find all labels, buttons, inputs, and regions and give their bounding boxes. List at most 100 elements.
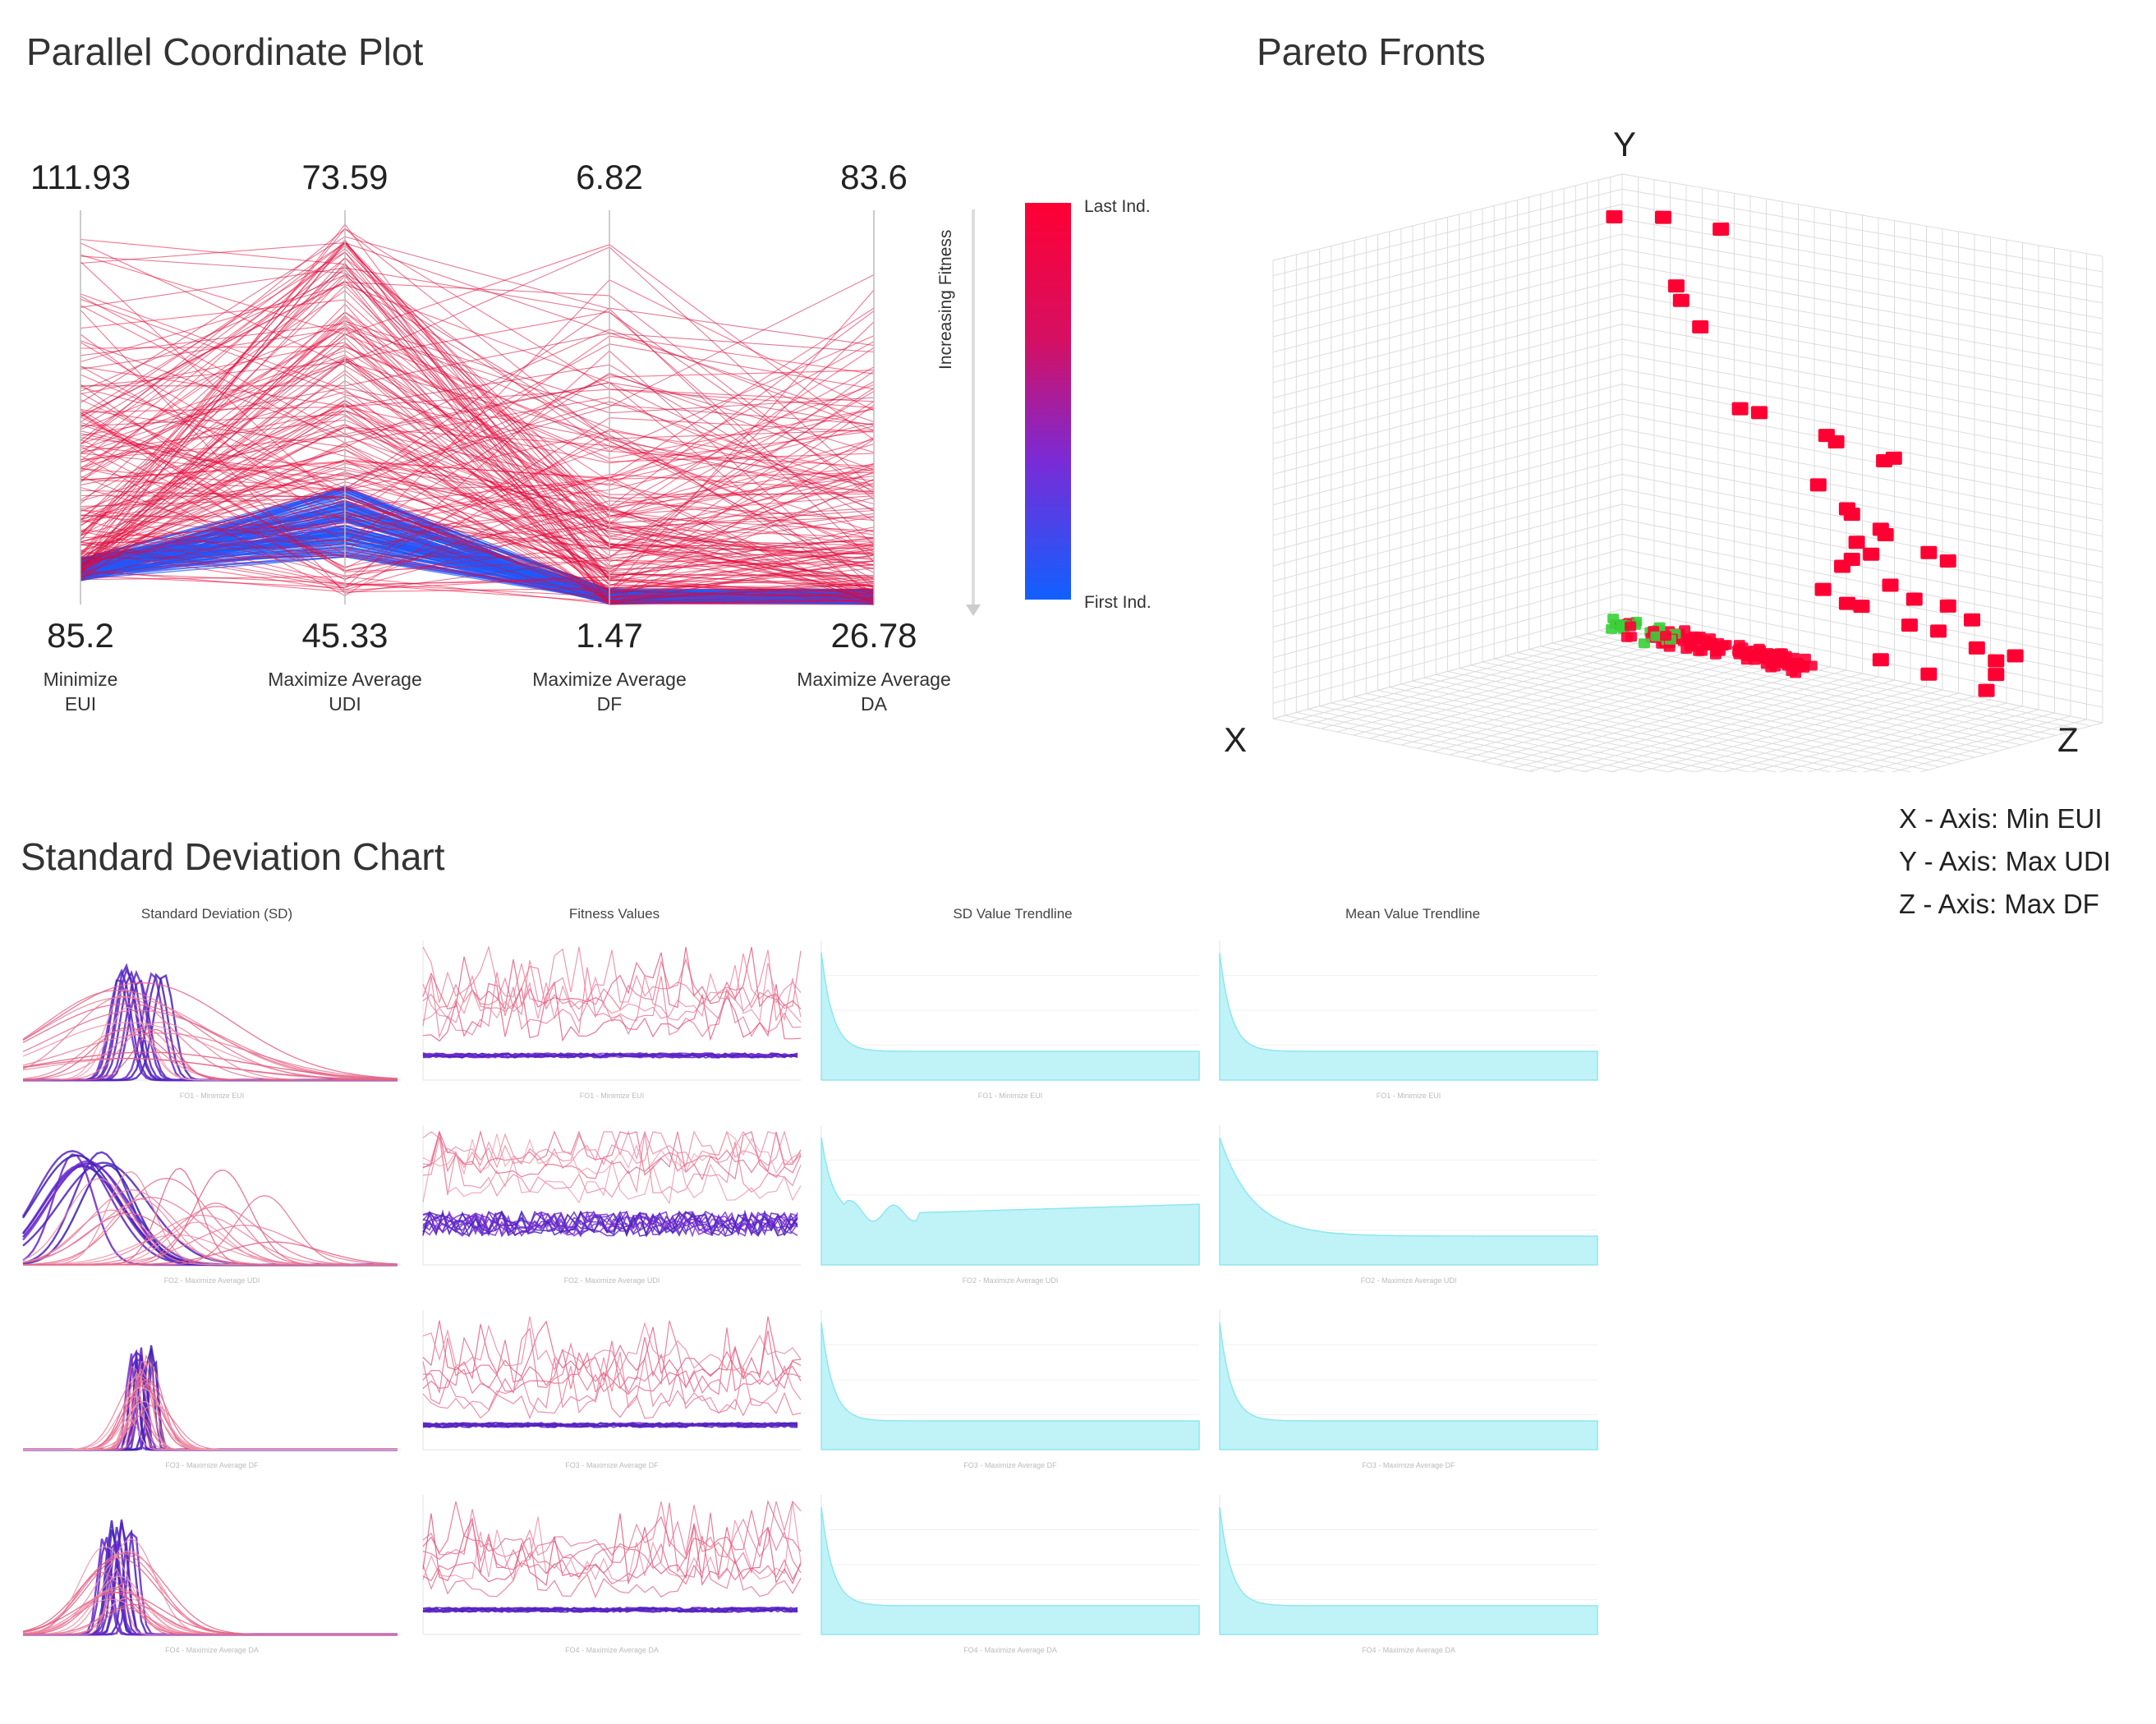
pareto-point bbox=[1786, 666, 1798, 677]
fitness-colorbar bbox=[1025, 203, 1071, 600]
pcp-line bbox=[80, 409, 875, 572]
pcp-line bbox=[80, 321, 875, 577]
mean-trend-row-4: FO4 - Maximize Average DA bbox=[1219, 1495, 1598, 1654]
sd-curve bbox=[22, 1575, 398, 1635]
fitness-objective-label: FO1 - Minimize EUI bbox=[580, 1092, 645, 1100]
fitness-line-red bbox=[422, 1502, 802, 1575]
sd-curve bbox=[22, 1591, 398, 1635]
pcp-line bbox=[80, 320, 875, 430]
sd-curve bbox=[23, 1349, 398, 1451]
fitness-line-red bbox=[422, 949, 802, 1023]
fitness-line-red bbox=[422, 1357, 802, 1420]
pareto-point bbox=[1714, 646, 1726, 656]
pcp-axis3-min: 1.47 bbox=[576, 616, 643, 655]
pareto-grid-line bbox=[1331, 702, 1671, 772]
pareto-point bbox=[1853, 600, 1870, 614]
colorbar-bottom-label: First Ind. bbox=[1084, 593, 1152, 612]
pareto-point bbox=[1838, 596, 1855, 610]
sd-curve bbox=[23, 969, 398, 1082]
sd-trend-row-3: FO3 - Maximize Average DF bbox=[821, 1310, 1200, 1469]
sd-col1-title: Standard Deviation (SD) bbox=[140, 906, 293, 922]
fitness-values-row-1: FO1 - Minimize EUI bbox=[422, 940, 802, 1100]
pcp-line bbox=[80, 274, 875, 480]
pcp-axis3-max: 6.82 bbox=[576, 158, 643, 196]
sd-curve bbox=[23, 973, 398, 1082]
pareto-title: Pareto Fronts bbox=[1257, 30, 1486, 73]
sd-trend-row-1: FO1 - Minimize EUI bbox=[821, 940, 1200, 1100]
sd-curve bbox=[22, 1029, 398, 1081]
sd-curve bbox=[23, 972, 398, 1082]
pcp-axis2-max: 73.59 bbox=[301, 158, 388, 196]
trend-objective-label: FO2 - Maximize Average UDI bbox=[1361, 1276, 1457, 1285]
pareto-point-green bbox=[1606, 623, 1618, 634]
pcp-line bbox=[80, 242, 875, 598]
pcp-line bbox=[80, 419, 875, 554]
sd-curve bbox=[23, 1378, 398, 1450]
sd-curve bbox=[23, 1520, 398, 1636]
pareto-point bbox=[1776, 648, 1788, 659]
sd-curves-row-4: FO4 - Maximize Average DA bbox=[22, 1519, 401, 1654]
pcp-line bbox=[80, 366, 875, 511]
pcp-axis4-name-line2: DA bbox=[861, 693, 887, 715]
pareto-point-green bbox=[1650, 631, 1662, 641]
sd-curve bbox=[22, 1164, 398, 1267]
pareto-point-green bbox=[1638, 638, 1650, 649]
pareto-fronts-3d-plot: X Y Z bbox=[1224, 125, 2103, 772]
pcp-line bbox=[80, 238, 875, 511]
pareto-grid-line bbox=[1308, 709, 1616, 772]
fitness-line-red bbox=[422, 1129, 802, 1181]
pareto-legend-x: X - Axis: Min EUI bbox=[1899, 803, 2103, 834]
fitness-line-red bbox=[422, 1499, 802, 1560]
pareto-point bbox=[1689, 634, 1702, 645]
mean-trend-row-3: FO3 - Maximize Average DF bbox=[1219, 1310, 1598, 1469]
pareto-point-green bbox=[1607, 614, 1620, 624]
pcp-line bbox=[80, 307, 875, 491]
fitness-line-blue bbox=[422, 1422, 798, 1428]
pareto-grid-line bbox=[1621, 188, 2103, 273]
pcp-line bbox=[80, 326, 875, 479]
pareto-grid-line bbox=[1862, 715, 2071, 772]
pcp-line bbox=[80, 525, 875, 549]
fitness-line-red bbox=[422, 1320, 802, 1396]
pareto-axis-y-label: Y bbox=[1613, 125, 1636, 163]
mean-trend-area bbox=[1219, 952, 1598, 1081]
sd-curve bbox=[23, 1526, 398, 1636]
pcp-line bbox=[80, 387, 875, 572]
sd-curve bbox=[23, 1214, 398, 1266]
fitness-values-row-3: FO3 - Maximize Average DF bbox=[422, 1310, 802, 1469]
pcp-axis3-name-line2: DF bbox=[596, 693, 623, 715]
fitness-line-red bbox=[422, 950, 802, 1011]
sd-curve bbox=[23, 1353, 398, 1451]
pcp-axis2-name-line1: Maximize Average bbox=[268, 669, 422, 690]
pcp-line bbox=[80, 384, 875, 572]
sd-curve bbox=[23, 1404, 398, 1450]
pcp-axis2-name: Maximize Average UDI bbox=[238, 667, 452, 716]
pareto-point bbox=[1930, 624, 1947, 638]
pareto-grid-line bbox=[1272, 204, 1623, 292]
pcp-axis3-name-line1: Maximize Average bbox=[532, 669, 687, 690]
sd-trend-area bbox=[821, 1137, 1200, 1266]
fitness-line-red bbox=[422, 1132, 802, 1205]
sd-objective-label: FO4 - Maximize Average DA bbox=[165, 1646, 259, 1654]
pareto-points bbox=[1606, 209, 2024, 697]
pcp-axis4-name-line1: Maximize Average bbox=[797, 669, 951, 690]
pcp-line bbox=[80, 244, 875, 534]
fitness-line-blue bbox=[422, 1210, 798, 1238]
pareto-grid-line bbox=[1412, 680, 1859, 772]
pareto-point bbox=[1863, 547, 1880, 561]
trend-objective-label: FO2 - Maximize Average UDI bbox=[963, 1276, 1059, 1285]
pcp-line bbox=[80, 333, 875, 592]
pareto-point bbox=[1901, 618, 1918, 632]
pcp-line bbox=[80, 289, 875, 593]
pcp-line bbox=[80, 267, 875, 494]
pareto-point bbox=[1751, 406, 1768, 420]
pcp-line bbox=[80, 261, 875, 508]
pareto-grid-line bbox=[1621, 204, 2103, 288]
sd-curve bbox=[22, 1032, 398, 1079]
pcp-line bbox=[80, 437, 875, 587]
pcp-line bbox=[80, 266, 875, 555]
pcp-line bbox=[80, 246, 875, 490]
fitness-line-red bbox=[422, 1316, 802, 1372]
pareto-point bbox=[1740, 655, 1753, 665]
sd-curve bbox=[22, 996, 398, 1081]
